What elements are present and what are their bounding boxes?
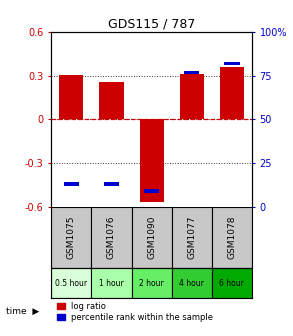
Bar [132,207,172,268]
Legend: log ratio, percentile rank within the sample: log ratio, percentile rank within the sa… [55,301,215,324]
Bar [139,119,164,202]
Bar [132,268,172,298]
Bar [184,71,200,74]
Bar [91,268,132,298]
Bar [144,190,159,193]
Bar [64,182,79,185]
Bar [104,182,119,185]
Text: GSM1078: GSM1078 [227,216,236,259]
Bar [212,268,252,298]
Bar [172,207,212,268]
Text: 1 hour: 1 hour [99,279,124,288]
Bar [180,74,204,119]
Bar [51,268,91,298]
Title: GDS115 / 787: GDS115 / 787 [108,18,195,31]
Text: 2 hour: 2 hour [139,279,164,288]
Text: 4 hour: 4 hour [179,279,204,288]
Bar [172,268,212,298]
Bar [220,67,244,119]
Bar [59,75,84,119]
Text: 0.5 hour: 0.5 hour [55,279,87,288]
Text: GSM1075: GSM1075 [67,216,76,259]
Text: GSM1090: GSM1090 [147,216,156,259]
Bar [224,62,240,65]
Text: GSM1077: GSM1077 [187,216,196,259]
Bar [91,207,132,268]
Bar [51,207,91,268]
Text: 6 hour: 6 hour [219,279,244,288]
Bar [99,82,124,119]
Bar [212,207,252,268]
Text: time  ▶: time ▶ [6,307,39,316]
Text: GSM1076: GSM1076 [107,216,116,259]
